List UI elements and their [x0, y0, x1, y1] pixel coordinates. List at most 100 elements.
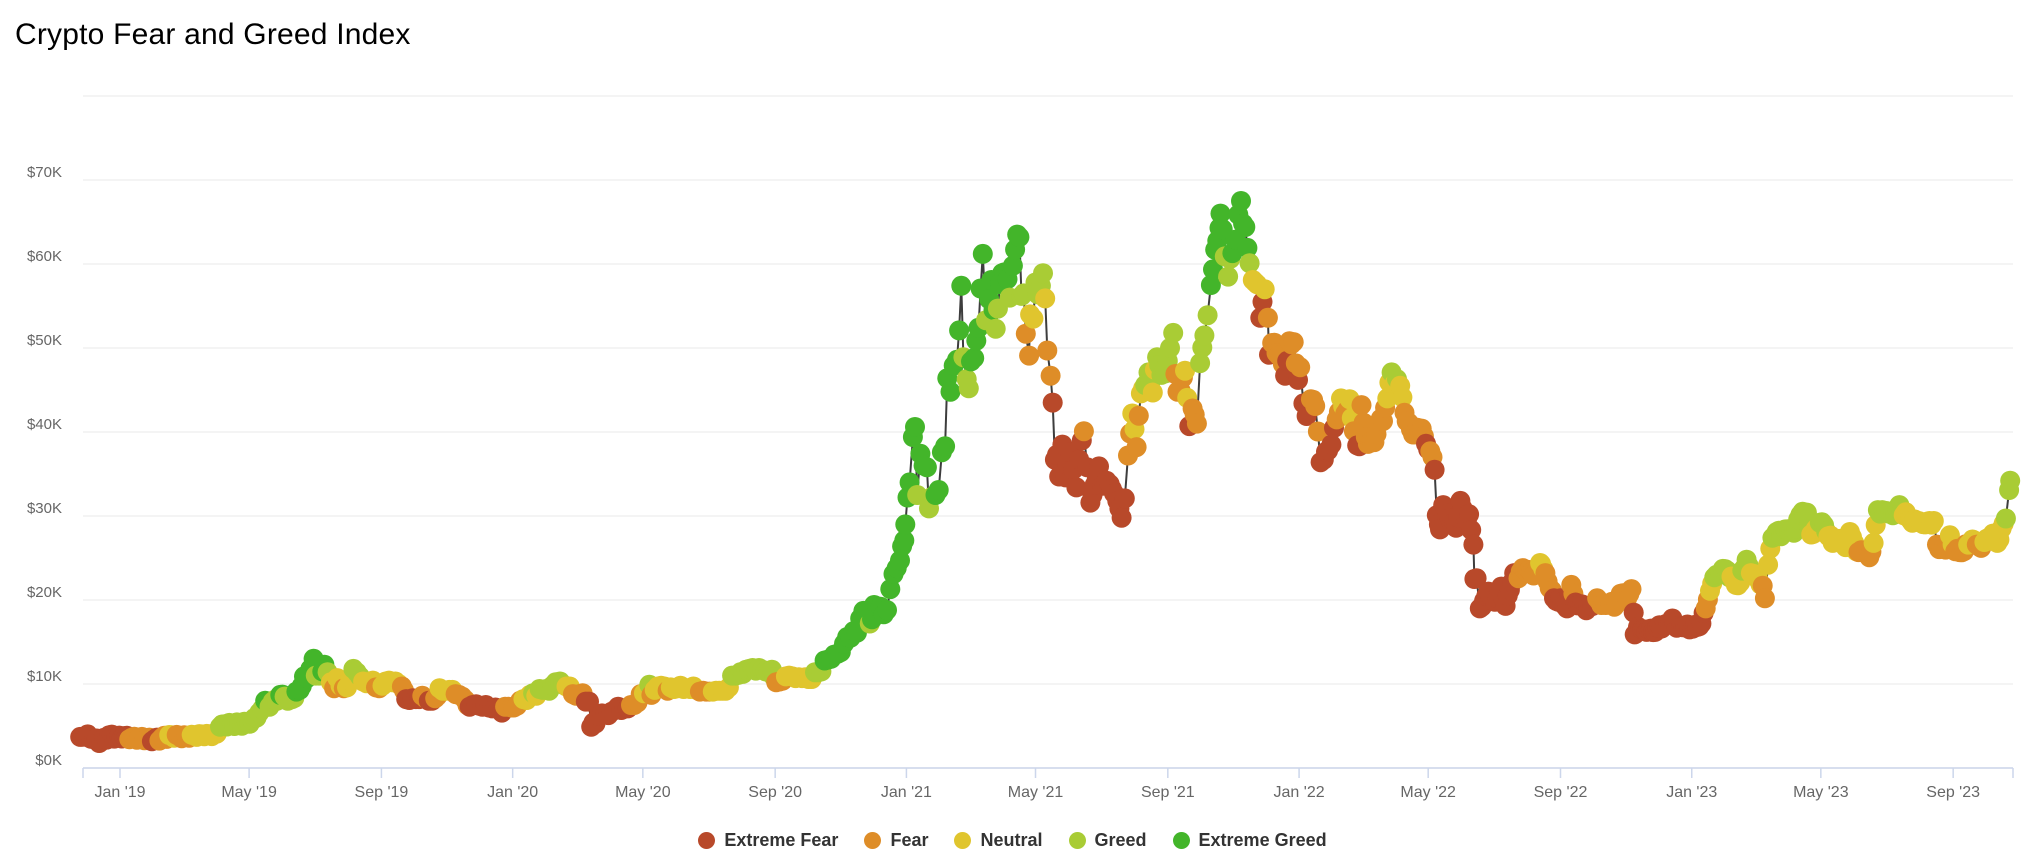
- data-point[interactable]: [1186, 413, 1207, 434]
- data-point[interactable]: [1754, 588, 1775, 609]
- data-point[interactable]: [2000, 470, 2021, 491]
- data-point[interactable]: [1239, 253, 1260, 274]
- data-point[interactable]: [1002, 255, 1023, 276]
- data-point[interactable]: [1307, 421, 1328, 442]
- data-point[interactable]: [1066, 477, 1087, 498]
- neutral-marker-icon: [954, 831, 972, 849]
- data-point[interactable]: [877, 600, 897, 621]
- data-point[interactable]: [935, 436, 956, 457]
- data-point[interactable]: [1466, 568, 1487, 589]
- x-axis-label: Jan '23: [1666, 784, 1717, 801]
- data-point[interactable]: [895, 514, 916, 535]
- data-point[interactable]: [1254, 279, 1275, 300]
- data-point[interactable]: [1160, 338, 1180, 358]
- data-point[interactable]: [1175, 360, 1195, 381]
- data-point[interactable]: [1194, 325, 1215, 346]
- data-point[interactable]: [1321, 434, 1342, 455]
- data-point[interactable]: [1163, 322, 1184, 343]
- legend-label-greed: Greed: [1094, 829, 1147, 850]
- data-point[interactable]: [1009, 227, 1030, 248]
- data-point[interactable]: [1019, 345, 1040, 366]
- data-point[interactable]: [1040, 365, 1061, 386]
- data-point[interactable]: [1863, 532, 1884, 553]
- y-gridlines: [83, 95, 2013, 769]
- data-point[interactable]: [1424, 459, 1445, 480]
- x-axis-label: Jan '21: [881, 784, 932, 801]
- data-point[interactable]: [1073, 421, 1094, 442]
- data-point[interactable]: [1037, 340, 1058, 361]
- data-point[interactable]: [1035, 288, 1056, 309]
- data-point[interactable]: [940, 381, 961, 402]
- data-point[interactable]: [1114, 488, 1135, 509]
- data-point[interactable]: [1128, 405, 1149, 426]
- legend-label-extreme-fear: Extreme Fear: [724, 829, 839, 850]
- y-axis-label: $40K: [27, 416, 62, 433]
- data-point[interactable]: [1995, 508, 2016, 529]
- data-point[interactable]: [928, 480, 949, 500]
- legend-item-extreme-fear[interactable]: Extreme Fear: [698, 830, 838, 851]
- data-point[interactable]: [1237, 237, 1258, 258]
- fear-marker-icon: [864, 831, 882, 849]
- data-point[interactable]: [1621, 579, 1642, 600]
- data-point[interactable]: [1392, 387, 1413, 408]
- legend-item-neutral[interactable]: Neutral: [954, 830, 1043, 851]
- data-point[interactable]: [1033, 263, 1053, 284]
- x-axis-label: Sep '20: [748, 784, 802, 801]
- data-point[interactable]: [985, 318, 1006, 339]
- data-point[interactable]: [1142, 382, 1163, 403]
- x-axis-labels: Jan '19 May '19 Sep '19 Jan '20 May '20 Sep '…: [94, 784, 1980, 801]
- data-point[interactable]: [1758, 554, 1779, 575]
- data-point[interactable]: [916, 457, 937, 478]
- data-point[interactable]: [1203, 259, 1223, 280]
- data-point[interactable]: [1111, 507, 1132, 528]
- data-point[interactable]: [1463, 534, 1484, 555]
- data-point[interactable]: [1459, 504, 1480, 525]
- data-point[interactable]: [1923, 511, 1944, 531]
- data-point[interactable]: [951, 275, 972, 296]
- x-axis: [82, 767, 2014, 778]
- data-point[interactable]: [1190, 353, 1211, 374]
- legend-item-fear[interactable]: Fear: [864, 830, 928, 851]
- data-point[interactable]: [1290, 357, 1311, 378]
- data-point[interactable]: [1377, 388, 1398, 409]
- data-point[interactable]: [1015, 323, 1036, 344]
- data-point[interactable]: [1283, 332, 1304, 353]
- data-point[interactable]: [907, 485, 928, 505]
- data-point[interactable]: [1126, 437, 1147, 458]
- data-point[interactable]: [1042, 392, 1063, 413]
- x-axis-label: Jan '22: [1274, 784, 1325, 801]
- x-axis-label: May '23: [1793, 784, 1849, 801]
- x-axis-label: Jan '20: [487, 784, 538, 801]
- data-point[interactable]: [1197, 305, 1218, 326]
- x-axis-label: Sep '23: [1926, 784, 1980, 801]
- data-point[interactable]: [579, 691, 599, 712]
- data-point[interactable]: [972, 243, 993, 264]
- data-point[interactable]: [949, 320, 970, 341]
- y-axis-label: $50K: [27, 332, 62, 349]
- y-axis-label: $30K: [27, 500, 62, 517]
- data-point[interactable]: [1218, 266, 1239, 287]
- x-axis-label: Sep '22: [1534, 784, 1588, 801]
- data-point[interactable]: [1023, 308, 1044, 329]
- data-point[interactable]: [880, 579, 901, 600]
- data-point[interactable]: [1351, 395, 1372, 416]
- data-point[interactable]: [894, 530, 915, 551]
- data-point[interactable]: [1235, 217, 1256, 237]
- data-point[interactable]: [958, 378, 979, 399]
- data-point[interactable]: [1305, 396, 1326, 416]
- legend-item-extreme-greed[interactable]: Extreme Greed: [1172, 830, 1327, 851]
- data-point[interactable]: [905, 417, 925, 437]
- legend-label-fear: Fear: [890, 829, 929, 850]
- data-point[interactable]: [1461, 519, 1482, 540]
- data-point[interactable]: [1200, 275, 1221, 295]
- legend-item-greed[interactable]: Greed: [1068, 829, 1147, 851]
- data-point[interactable]: [964, 348, 985, 369]
- y-axis-label: $10K: [27, 668, 62, 685]
- data-point[interactable]: [1210, 203, 1231, 224]
- data-point[interactable]: [1231, 191, 1251, 211]
- sentiment-points: [70, 191, 2021, 753]
- x-axis-label: May '22: [1400, 784, 1456, 801]
- data-point[interactable]: [1257, 307, 1278, 328]
- x-axis-label: May '21: [1008, 784, 1064, 801]
